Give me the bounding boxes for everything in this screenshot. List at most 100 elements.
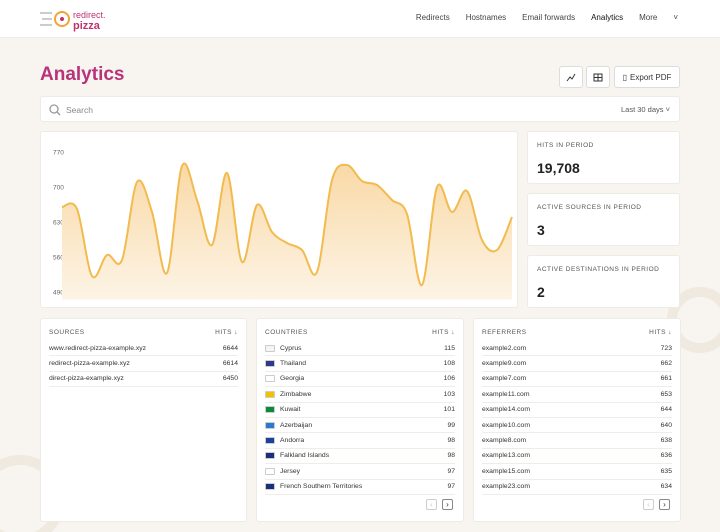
nav-link[interactable]: More — [639, 13, 658, 22]
table-card: SOURCES HITS ↓ www.redirect-pizza-example.… — [40, 318, 247, 522]
row-label: Andorra — [280, 437, 305, 445]
flag — [265, 467, 275, 475]
row-hits: 98 — [447, 452, 455, 460]
row-label: Azerbaijan — [280, 421, 313, 429]
flag — [265, 406, 275, 414]
nav-link[interactable]: Hostnames — [465, 13, 507, 22]
table-row: Zimbabwe 103 — [265, 387, 455, 403]
row-hits: 98 — [447, 437, 455, 445]
row-label: Jersey — [280, 467, 301, 475]
prev-page: ‹ — [643, 499, 654, 510]
table-row: direct-pizza-example.xyz 6450 — [49, 372, 238, 388]
row-hits: 723 — [660, 344, 672, 352]
table-title: SOURCES — [49, 329, 85, 336]
row-label: Kuwait — [280, 406, 301, 414]
row-label: example13.com — [482, 452, 530, 460]
table-row: Thailand 108 — [265, 356, 455, 372]
row-hits: 115 — [444, 344, 455, 352]
row-label: Zimbabwe — [280, 390, 312, 398]
y-tick-label: 700 — [53, 185, 64, 192]
table-row: Azerbaijan 99 — [265, 418, 455, 434]
row-hits: 103 — [443, 390, 455, 398]
flag — [265, 437, 275, 445]
row-label: example7.com — [482, 375, 527, 383]
stat-card: HITS IN PERIOD 19,708 — [527, 131, 680, 184]
row-hits: 108 — [443, 360, 455, 368]
table-row: example2.com 723 — [482, 341, 672, 357]
flag — [265, 452, 275, 460]
hits-header: HITS ↓ — [432, 329, 455, 336]
nav-link[interactable]: Email forwards — [522, 13, 576, 22]
hits-header: HITS ↓ — [649, 329, 672, 336]
chevron: ˅ — [673, 13, 678, 22]
nav-bar: redirect. pizza Redirects Hostnames Email … — [0, 0, 720, 38]
table-card: COUNTRIES HITS ↓ Cyprus 115 Thailand 108 Georg… — [256, 318, 464, 522]
flag — [265, 421, 275, 429]
table-row: example10.com 640 — [482, 418, 672, 434]
row-label: redirect-pizza-example.xyz — [49, 360, 130, 368]
row-label: example23.com — [482, 483, 530, 491]
table-row: Falkland Islands 98 — [265, 449, 455, 465]
row-hits: 636 — [660, 452, 672, 460]
stat-label: ACTIVE DESTINATIONS IN PERIOD — [537, 266, 660, 273]
table-row: example9.com 662 — [482, 356, 672, 372]
table-row: example15.com 635 — [482, 464, 672, 480]
nav-link[interactable]: Redirects — [415, 13, 450, 22]
logo[interactable]: redirect. pizza — [40, 7, 120, 33]
y-tick-label: 630 — [53, 220, 64, 227]
table-title: COUNTRIES — [265, 329, 308, 336]
table-row: Jersey 97 — [265, 464, 455, 480]
row-label: example9.com — [482, 360, 527, 368]
flag — [265, 375, 275, 383]
stat-label: ACTIVE SOURCES IN PERIOD — [537, 204, 642, 211]
next-page[interactable]: › — [659, 499, 670, 510]
page-title: Analytics — [40, 64, 125, 85]
row-hits: 6614 — [222, 360, 238, 368]
row-label: example11.com — [482, 390, 530, 398]
table-row: French Southern Territories 97 — [265, 480, 455, 495]
table-view-button[interactable] — [586, 66, 610, 88]
date-range[interactable]: Last 30 days ˅ — [621, 105, 670, 114]
y-tick-label: 490 — [53, 290, 64, 297]
next-page[interactable]: › — [442, 499, 453, 510]
stat-card: ACTIVE SOURCES IN PERIOD 3 — [527, 193, 680, 246]
row-hits: 640 — [660, 421, 672, 429]
row-hits: 634 — [660, 483, 672, 491]
search-placeholder: Search — [66, 105, 93, 115]
row-hits: 106 — [443, 375, 455, 383]
row-label: example2.com — [482, 344, 527, 352]
logo-top: redirect. — [73, 10, 106, 20]
row-hits: 6644 — [222, 344, 238, 352]
row-label: example14.com — [482, 406, 530, 414]
row-hits: 662 — [660, 360, 672, 368]
row-label: Thailand — [280, 360, 307, 368]
stat-card: ACTIVE DESTINATIONS IN PERIOD 2 — [527, 255, 680, 308]
search-bar[interactable]: Search Last 30 days ˅ — [40, 96, 680, 122]
logo-bottom: pizza — [73, 20, 101, 32]
table-row: Andorra 98 — [265, 433, 455, 449]
row-label: example15.com — [482, 467, 530, 475]
prev-page: ‹ — [426, 499, 437, 510]
area — [62, 163, 512, 300]
row-label: Falkland Islands — [280, 452, 330, 460]
table-card: REFERRERS HITS ↓ example2.com 723 example9.c… — [473, 318, 681, 522]
nav-links: Redirects Hostnames Email forwards Analytic… — [416, 13, 678, 22]
table-row: example11.com 653 — [482, 387, 672, 403]
table-row: example13.com 636 — [482, 449, 672, 465]
table-title: REFERRERS — [482, 329, 527, 336]
row-label: direct-pizza-example.xyz — [49, 375, 124, 383]
stat-value: 3 — [537, 222, 545, 238]
table-row: www.redirect-pizza-example.xyz 6644 — [49, 341, 238, 357]
row-hits: 635 — [660, 467, 672, 475]
row-hits: 6450 — [222, 375, 238, 383]
chart-view-button[interactable] — [559, 66, 583, 88]
nav-link[interactable]: Analytics — [591, 13, 624, 22]
table-row: Cyprus 115 — [265, 341, 455, 357]
stat-value: 19,708 — [537, 160, 580, 176]
export-button[interactable]: ▯ Export PDF — [614, 66, 680, 88]
y-tick-label: 770 — [53, 150, 64, 157]
row-hits: 653 — [660, 390, 672, 398]
row-hits: 101 — [443, 406, 455, 414]
